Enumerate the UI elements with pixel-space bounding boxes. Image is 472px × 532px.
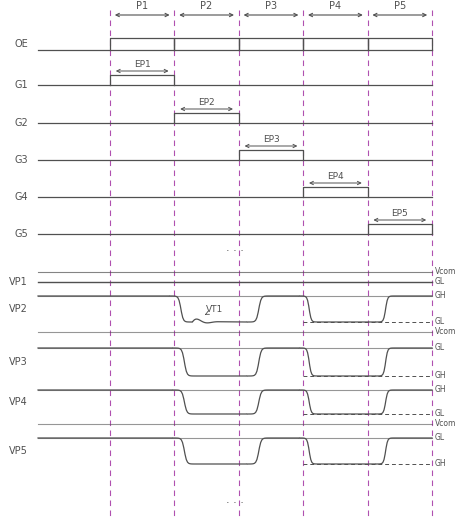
Text: VP2: VP2 xyxy=(9,304,28,314)
Text: GH: GH xyxy=(435,371,447,380)
Text: G3: G3 xyxy=(14,155,28,165)
Text: EP2: EP2 xyxy=(198,98,215,107)
Text: P3: P3 xyxy=(265,1,277,11)
Text: . . .: . . . xyxy=(226,243,244,253)
Text: GH: GH xyxy=(435,460,447,469)
Text: G5: G5 xyxy=(14,229,28,239)
Text: GL: GL xyxy=(435,278,445,287)
Text: EP5: EP5 xyxy=(391,209,408,218)
Text: EP4: EP4 xyxy=(327,172,344,181)
Text: VT1: VT1 xyxy=(206,305,224,314)
Text: GH: GH xyxy=(435,292,447,301)
Text: GL: GL xyxy=(435,344,445,353)
Text: Vcom: Vcom xyxy=(435,268,456,277)
Text: GL: GL xyxy=(435,318,445,327)
Text: VP3: VP3 xyxy=(9,357,28,367)
Text: GH: GH xyxy=(435,386,447,395)
Text: EP1: EP1 xyxy=(134,60,151,69)
Text: GL: GL xyxy=(435,434,445,443)
Text: G4: G4 xyxy=(14,192,28,202)
Text: P4: P4 xyxy=(329,1,341,11)
Text: VP5: VP5 xyxy=(9,446,28,456)
Text: Vcom: Vcom xyxy=(435,420,456,428)
Text: EP3: EP3 xyxy=(262,135,279,144)
Text: G2: G2 xyxy=(14,118,28,128)
Text: P2: P2 xyxy=(201,1,213,11)
Text: VP1: VP1 xyxy=(9,277,28,287)
Text: P1: P1 xyxy=(136,1,148,11)
Text: P5: P5 xyxy=(394,1,406,11)
Text: G1: G1 xyxy=(14,80,28,90)
Text: Vcom: Vcom xyxy=(435,328,456,337)
Text: VP4: VP4 xyxy=(9,397,28,407)
Text: OE: OE xyxy=(14,39,28,49)
Text: . . .: . . . xyxy=(226,495,244,505)
Text: GL: GL xyxy=(435,410,445,419)
